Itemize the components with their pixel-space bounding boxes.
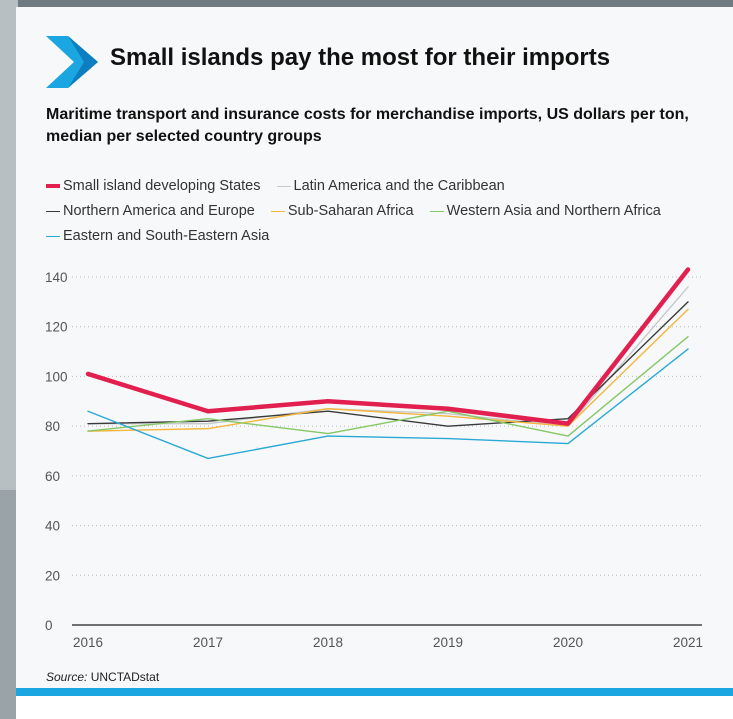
- y-tick-label: 120: [45, 320, 68, 335]
- series-line: [88, 302, 688, 426]
- source-note: Source: UNCTADstat: [46, 670, 159, 684]
- series-line: [88, 270, 688, 424]
- x-tick-label: 2019: [433, 635, 463, 650]
- y-tick-label: 40: [45, 519, 60, 534]
- y-tick-label: 140: [45, 270, 68, 285]
- series-line: [88, 309, 688, 431]
- x-tick-label: 2021: [673, 635, 703, 650]
- y-tick-label: 0: [45, 618, 53, 633]
- x-tick-label: 2017: [193, 635, 223, 650]
- y-tick-label: 60: [45, 469, 60, 484]
- source-label: Source:: [46, 670, 87, 684]
- y-tick-label: 100: [45, 369, 68, 384]
- x-tick-label: 2018: [313, 635, 343, 650]
- y-tick-label: 80: [45, 419, 60, 434]
- x-tick-label: 2016: [73, 635, 103, 650]
- y-tick-label: 20: [45, 568, 60, 583]
- x-tick-label: 2020: [553, 635, 583, 650]
- source-value: UNCTADstat: [91, 670, 159, 684]
